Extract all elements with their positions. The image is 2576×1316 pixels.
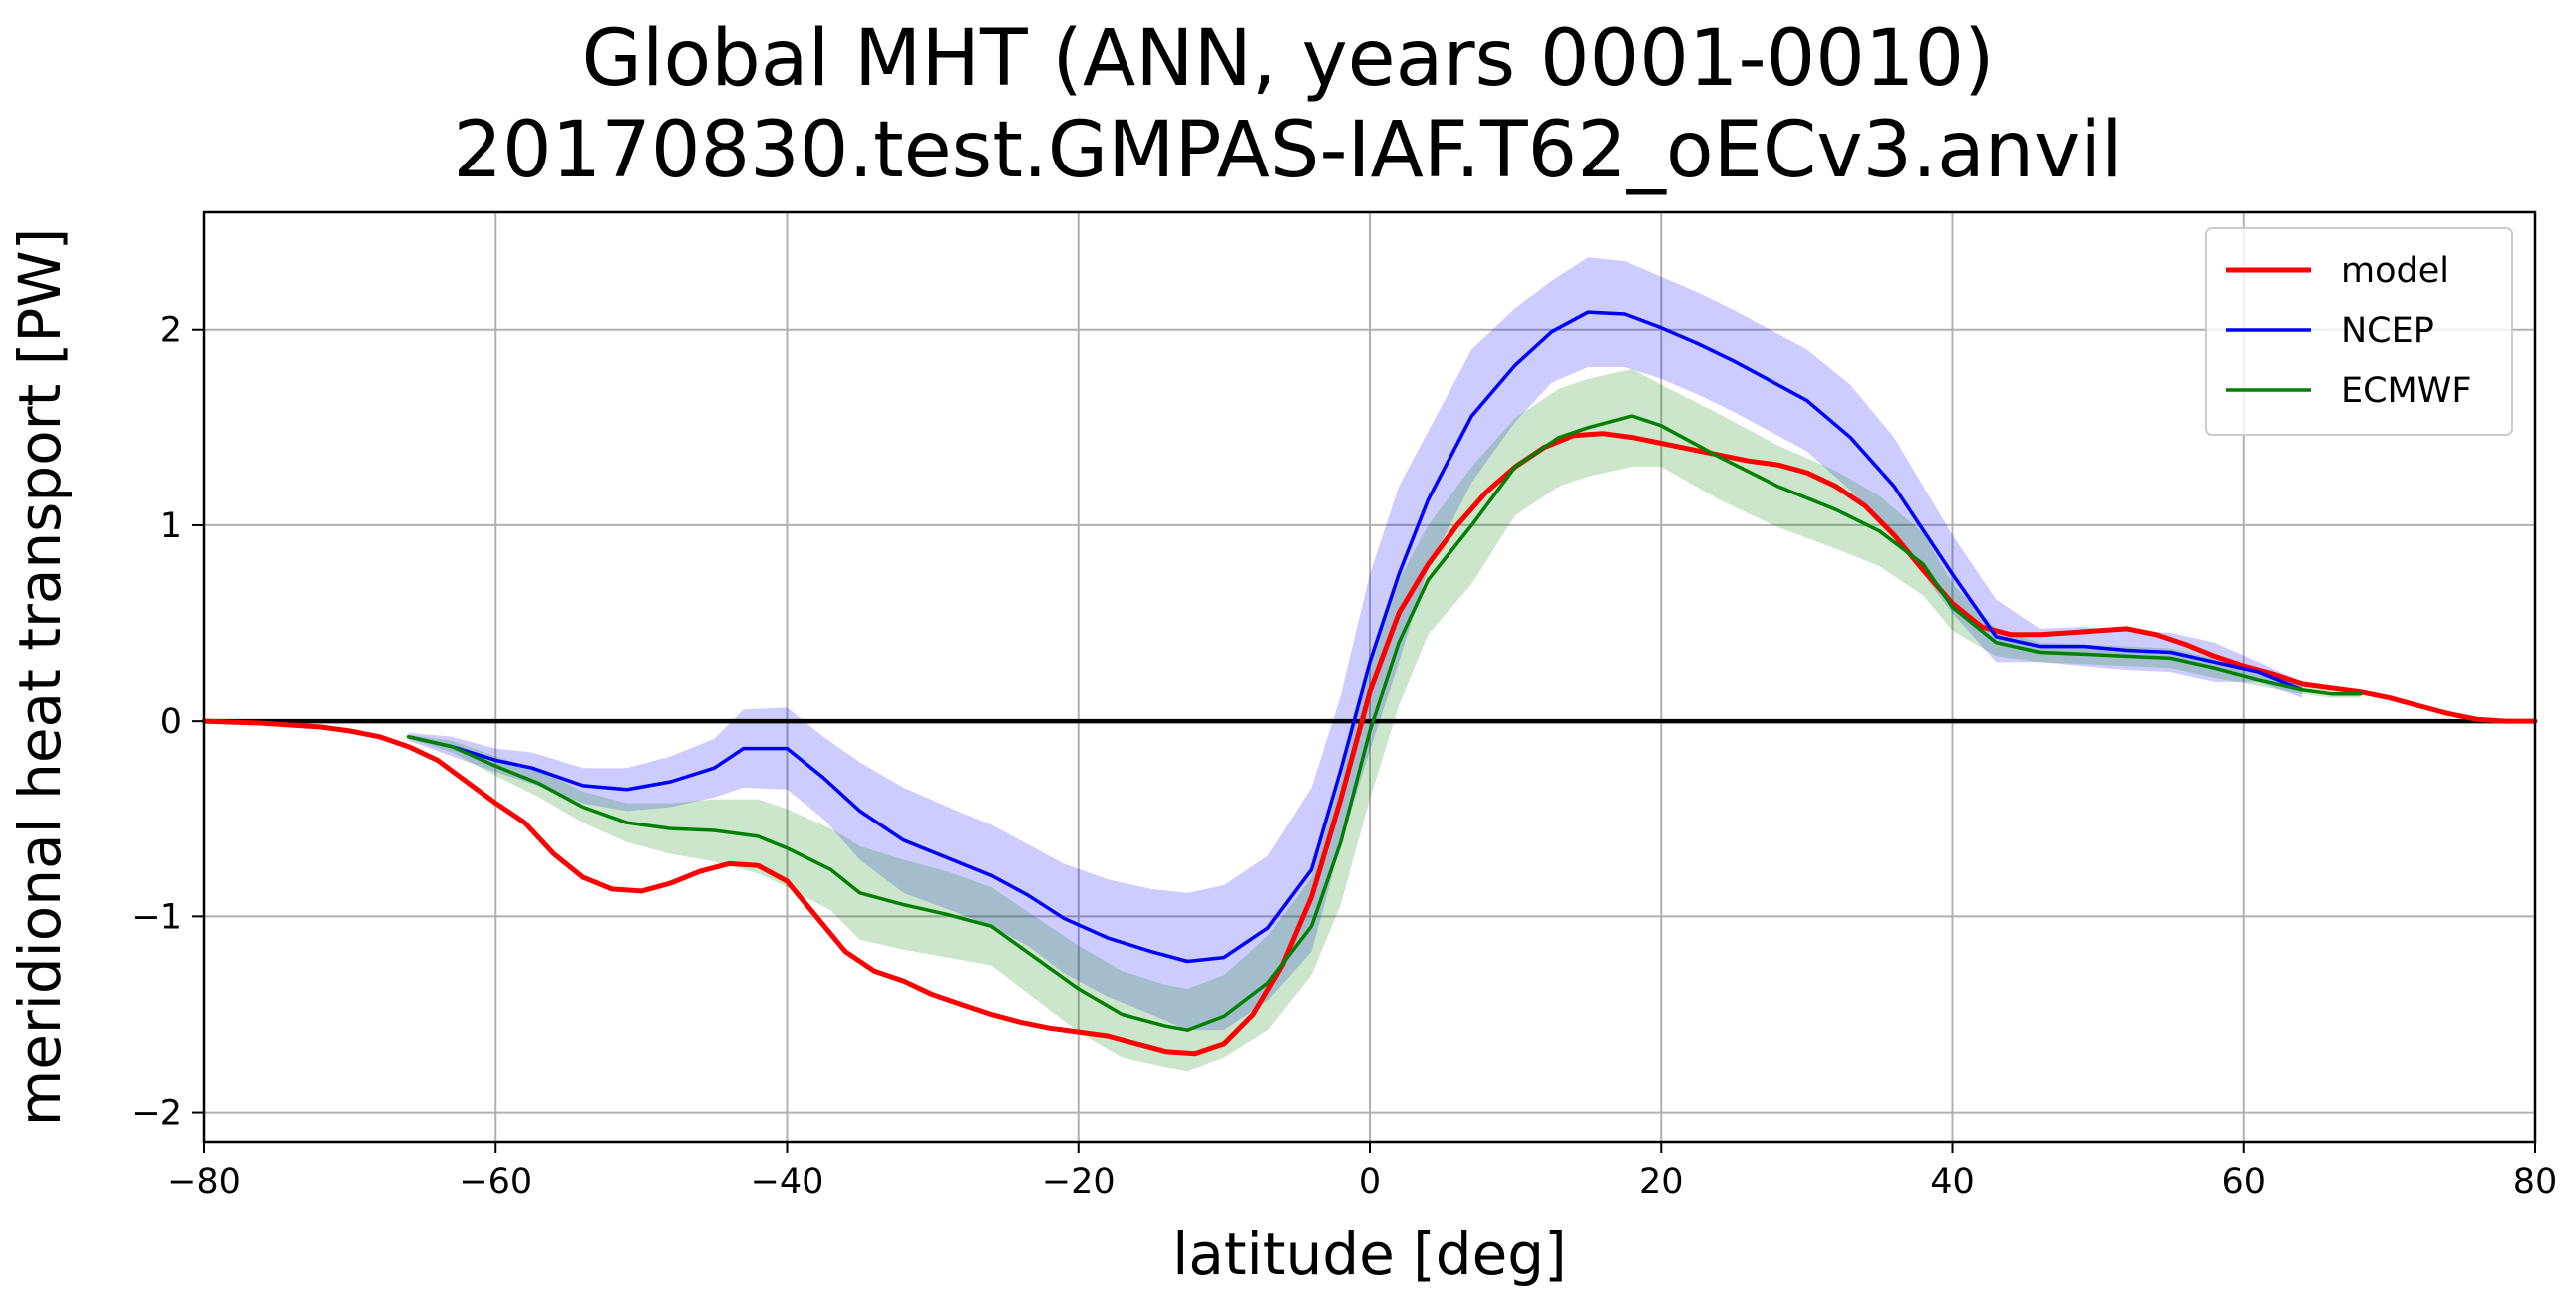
legend-label-ecmwf: ECMWF [2341, 371, 2472, 411]
x-axis-label: latitude [deg] [1172, 1220, 1567, 1288]
x-tick-label: −20 [1042, 1162, 1116, 1202]
x-tick-label: 80 [2513, 1162, 2558, 1202]
uncertainty-bands [408, 257, 2361, 1072]
y-tick-label: 2 [161, 311, 182, 351]
x-tick-label: −60 [459, 1162, 532, 1202]
x-tick-label: 20 [1639, 1162, 1684, 1202]
chart-subtitle: 20170830.test.GMPAS-IAF.T62_oECv3.anvil [453, 106, 2123, 195]
series-line-model [201, 431, 2538, 1057]
series-line-ecmwf [406, 414, 2363, 1032]
axis-ticks: −80 −60 −40 −20 0 20 40 60 80 −2 −1 0 1 2 [131, 311, 2557, 1202]
series-lines [201, 310, 2538, 1057]
legend-label-ncep: NCEP [2341, 311, 2434, 351]
x-tick-label: 60 [2221, 1162, 2266, 1202]
series-line-ncep [406, 310, 2304, 964]
legend: model NCEP ECMWF [2205, 227, 2513, 436]
y-tick-label: 1 [161, 506, 182, 546]
x-tick-label: −80 [167, 1162, 241, 1202]
y-axis-label: meridional heat transport [PW] [6, 228, 74, 1127]
x-tick-label: 0 [1359, 1162, 1381, 1202]
x-tick-label: −40 [751, 1162, 824, 1202]
legend-box [2205, 227, 2513, 436]
y-tick-label: 0 [161, 702, 182, 742]
legend-label-model: model [2341, 251, 2449, 291]
band-ncep [408, 257, 2303, 1031]
x-tick-label: 40 [1930, 1162, 1975, 1202]
chart-title: Global MHT (ANN, years 0001-0010) [581, 14, 1995, 104]
y-tick-label: −2 [131, 1094, 182, 1134]
y-tick-label: −1 [131, 897, 182, 937]
